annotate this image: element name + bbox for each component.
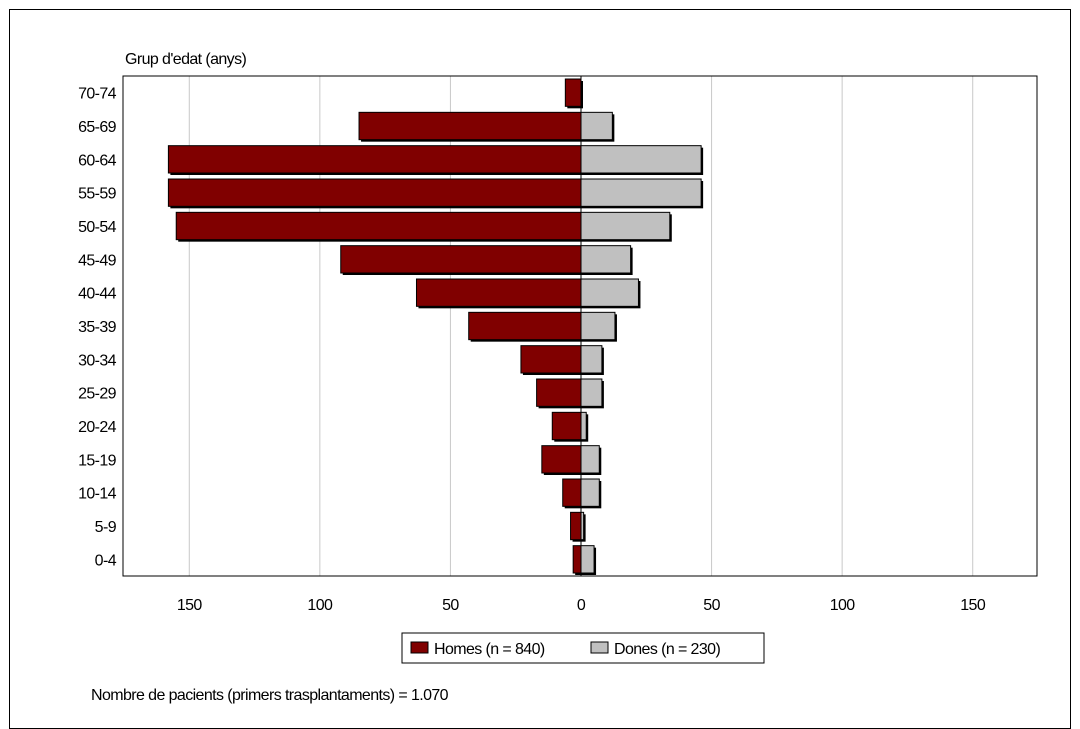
y-tick-label: 60-64 xyxy=(78,152,117,169)
legend-label-dones: Dones (n = 230) xyxy=(614,641,720,658)
bar-homes-0-4 xyxy=(572,545,582,574)
y-tick-label: 40-44 xyxy=(78,286,117,303)
bar-dones-55-59 xyxy=(580,178,702,207)
x-tick-label: 150 xyxy=(960,597,986,614)
bar-homes-65-69 xyxy=(358,111,582,141)
x-tick-label: 50 xyxy=(442,597,459,614)
bar-homes-50-54 xyxy=(175,211,582,241)
x-tick-label: 50 xyxy=(703,597,720,614)
bar-homes-20-24 xyxy=(551,411,582,441)
bar-dones-45-49 xyxy=(580,245,632,274)
y-tick-label: 10-14 xyxy=(78,486,117,503)
bar-homes-55-59 xyxy=(167,178,582,207)
y-tick-labels: 70-74 65-69 60-64 55-59 50-54 45-49 40-44 35-39… xyxy=(78,86,117,570)
legend-label-homes: Homes (n = 840) xyxy=(434,641,545,658)
x-tick-label: 0 xyxy=(577,597,586,614)
y-tick-label: 70-74 xyxy=(78,86,117,103)
bar-dones-50-54 xyxy=(580,211,671,241)
bar-dones-30-34 xyxy=(580,345,603,374)
y-tick-label: 50-54 xyxy=(78,219,117,236)
bar-homes-70-74 xyxy=(564,78,582,107)
bar-dones-35-39 xyxy=(580,311,616,341)
y-tick-label: 20-24 xyxy=(78,419,117,436)
y-tick-label: 0-4 xyxy=(95,552,117,569)
bar-homes-35-39 xyxy=(468,311,582,341)
y-tick-label: 45-49 xyxy=(78,252,117,269)
plot-area xyxy=(122,75,1038,577)
y-tick-label: 15-19 xyxy=(78,452,117,469)
bars xyxy=(167,78,704,575)
bar-homes-10-14 xyxy=(562,478,582,507)
bar-homes-45-49 xyxy=(340,245,582,274)
y-tick-label: 5-9 xyxy=(95,519,117,536)
y-axis-title: Grup d'edat (anys) xyxy=(125,51,246,68)
x-tick-label: 150 xyxy=(177,597,203,614)
y-tick-label: 30-34 xyxy=(78,352,117,369)
bar-homes-15-19 xyxy=(541,445,582,474)
bar-shadow xyxy=(583,514,586,542)
bar-homes-60-64 xyxy=(167,145,582,174)
patient-count-note: Nombre de pacients (primers trasplantame… xyxy=(91,687,449,704)
x-tick-labels: 150 100 50 0 50 100 150 xyxy=(177,597,987,614)
bar-dones-20-24 xyxy=(580,411,587,441)
legend: Homes (n = 840) Dones (n = 230) xyxy=(401,632,765,664)
legend-swatch-dones xyxy=(590,641,609,654)
legend-box xyxy=(401,632,765,664)
y-tick-label: 25-29 xyxy=(78,386,117,403)
y-tick-label: 35-39 xyxy=(78,319,117,336)
bar-dones-10-14 xyxy=(580,478,600,507)
bar-homes-30-34 xyxy=(520,345,582,374)
bar-dones-25-29 xyxy=(580,378,603,407)
bar-dones-15-19 xyxy=(580,445,600,474)
bar-homes-5-9 xyxy=(570,511,582,541)
y-tick-label: 55-59 xyxy=(78,186,117,203)
legend-swatch-homes xyxy=(410,641,429,654)
bar-homes-40-44 xyxy=(415,278,582,307)
bar-dones-40-44 xyxy=(580,278,639,307)
x-tick-label: 100 xyxy=(830,597,856,614)
x-tick-label: 100 xyxy=(307,597,333,614)
bar-homes-25-29 xyxy=(536,378,582,407)
bar-dones-0-4 xyxy=(580,545,595,574)
bar-dones-60-64 xyxy=(580,145,702,174)
bar-dones-65-69 xyxy=(580,111,613,141)
y-tick-label: 65-69 xyxy=(78,119,117,136)
